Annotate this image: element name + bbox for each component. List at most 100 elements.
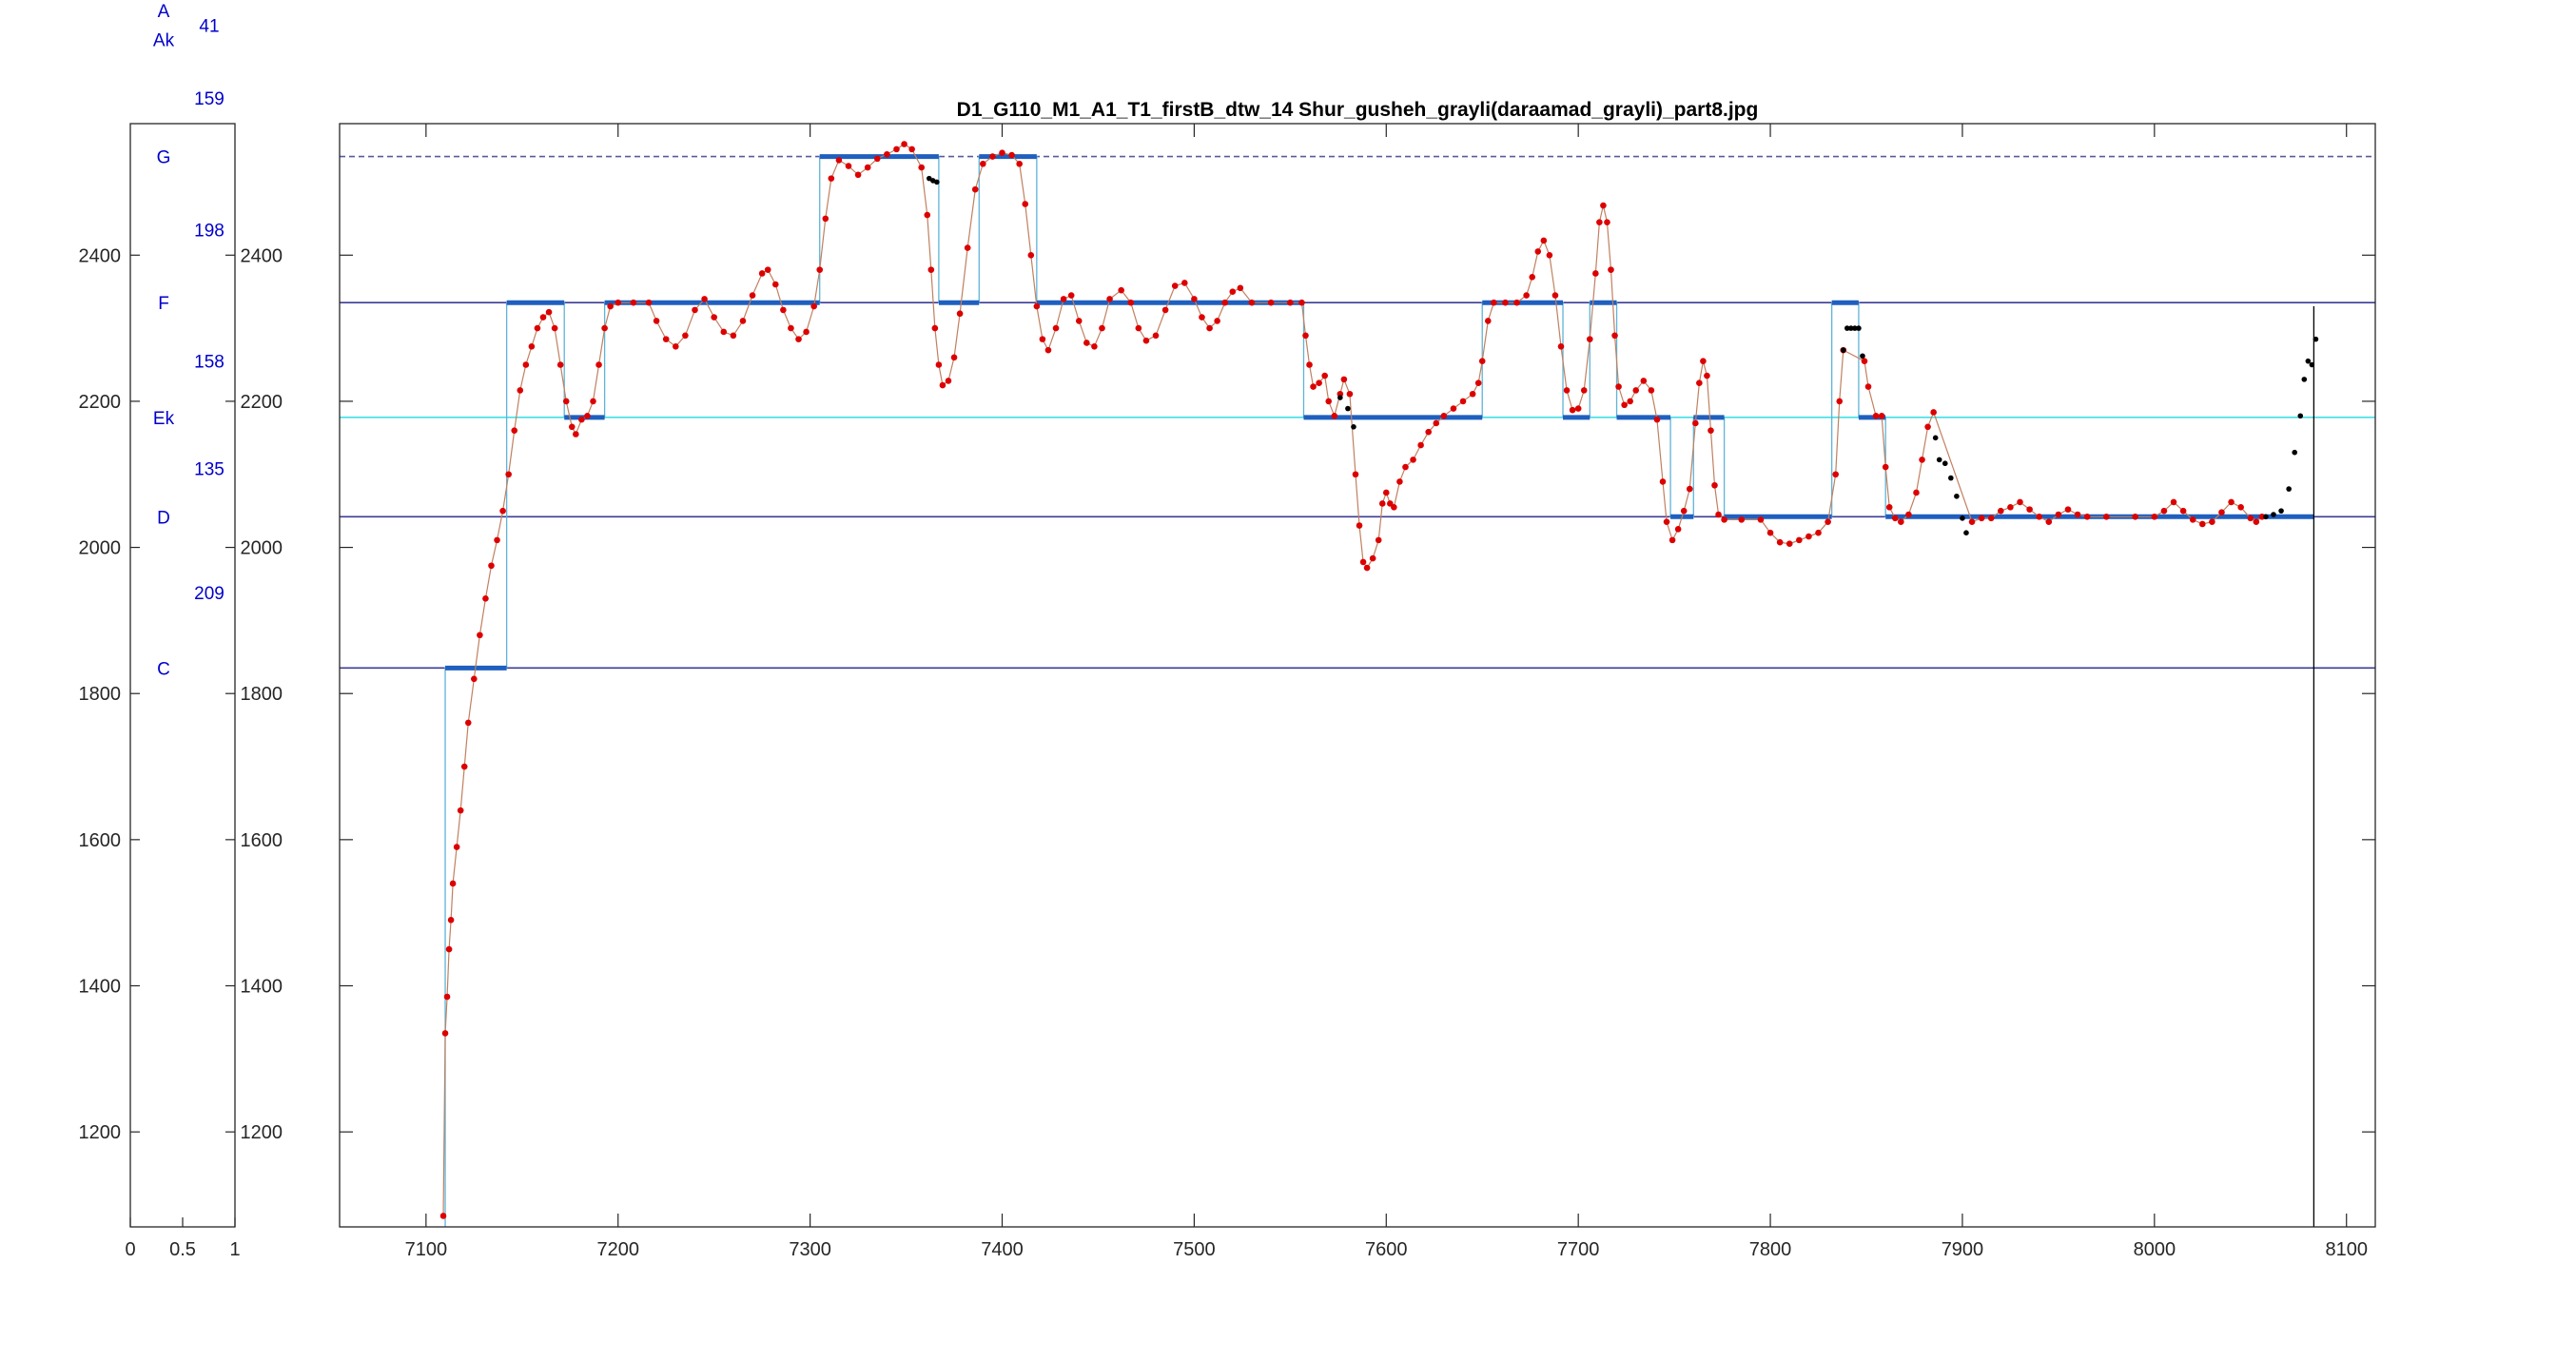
pitch-point xyxy=(2253,518,2260,525)
pitch-point xyxy=(1039,336,1046,342)
pitch-point xyxy=(551,324,558,332)
interval-label: 198 xyxy=(194,221,224,241)
pitch-point xyxy=(1060,296,1067,302)
main-x-tick-label: 8000 xyxy=(2134,1239,2176,1260)
unvoiced-curve xyxy=(926,175,2319,535)
main-y-tick-label: 2000 xyxy=(241,538,283,559)
pitch-point xyxy=(449,880,457,887)
pitch-point xyxy=(447,917,455,924)
pitch-point xyxy=(771,281,779,288)
pitch-point xyxy=(1325,398,1333,405)
pitch-point xyxy=(545,308,553,316)
main-panel: D1_G110_M1_A1_T1_firstB_dtw_14 Shur_gush… xyxy=(241,99,2376,1260)
pitch-point xyxy=(477,632,483,639)
unvoiced-point xyxy=(1844,325,1850,331)
pitch-point xyxy=(2055,511,2062,518)
pitch-point xyxy=(1686,485,1693,493)
pitch-point xyxy=(1181,280,1188,286)
pitch-point xyxy=(2017,498,2023,506)
pitch-point xyxy=(1152,332,1160,340)
pitch-point xyxy=(1033,302,1041,310)
pitch-point xyxy=(2007,504,2014,511)
pitch-point xyxy=(1346,390,1354,398)
pitch-point xyxy=(758,270,766,277)
pitch-point xyxy=(1340,376,1348,383)
pitch-point xyxy=(1267,299,1275,306)
pitch-point xyxy=(1425,428,1432,436)
pitch-point xyxy=(2151,513,2158,520)
pitch-point xyxy=(956,310,964,318)
pitch-point xyxy=(884,150,890,158)
pitch-point xyxy=(2132,513,2138,520)
pitch-point xyxy=(816,266,824,273)
pitch-point xyxy=(1715,511,1722,518)
main-y-tick-label: 1400 xyxy=(241,976,283,997)
pitch-point xyxy=(584,412,591,419)
unvoiced-point xyxy=(1345,405,1351,412)
pitch-point xyxy=(488,562,495,570)
note-label: G xyxy=(157,148,171,168)
pitch-point xyxy=(441,1030,449,1037)
pitch-point xyxy=(511,427,518,434)
pitch-point xyxy=(1075,318,1083,324)
pitch-point xyxy=(1083,340,1090,346)
pitch-point xyxy=(2083,513,2091,520)
pitch-point xyxy=(822,215,829,223)
pitch-point xyxy=(539,314,547,321)
pitch-point xyxy=(1022,201,1029,207)
pitch-point xyxy=(573,431,579,437)
pitch-point xyxy=(780,306,787,314)
unvoiced-point xyxy=(1856,325,1862,331)
pitch-point xyxy=(1680,507,1688,515)
left-y-tick-label: 1800 xyxy=(79,684,122,705)
pitch-point xyxy=(749,292,756,299)
pitch-point xyxy=(460,763,468,770)
pitch-point xyxy=(1171,282,1179,289)
pitch-point xyxy=(901,141,907,147)
pitch-point xyxy=(1529,274,1536,281)
unvoiced-point xyxy=(1936,457,1942,463)
pitch-point xyxy=(2258,513,2266,520)
pitch-point xyxy=(1836,398,1844,405)
pitch-point xyxy=(568,423,576,431)
pitch-point xyxy=(1027,251,1035,259)
unvoiced-point xyxy=(1840,347,1846,353)
main-x-ticks: 7100 7200 7300 7400 7500 7600 7700 7800 7900 8000… xyxy=(405,124,2368,1260)
pitch-point xyxy=(1310,383,1317,390)
pitch-point xyxy=(803,328,810,336)
unvoiced-point xyxy=(1954,493,1960,499)
pitch-point xyxy=(1484,318,1492,324)
pitch-point xyxy=(1469,390,1476,398)
pitch-point xyxy=(1563,387,1571,394)
pitch-point xyxy=(1786,540,1793,548)
pitch-point xyxy=(1440,412,1448,419)
pitch-point xyxy=(1382,489,1390,496)
pitch-point xyxy=(1135,324,1142,332)
pitch-point xyxy=(1864,383,1872,390)
main-y-tick-label: 1600 xyxy=(241,830,283,851)
pitch-point xyxy=(2247,515,2254,522)
pitch-point xyxy=(556,361,564,368)
pitch-point xyxy=(2103,513,2110,520)
pitch-point xyxy=(1766,529,1774,536)
pitch-point xyxy=(931,324,939,332)
pitch-point xyxy=(2179,507,2187,515)
pitch-point xyxy=(1474,379,1482,387)
pitch-point xyxy=(1653,416,1661,423)
pitch-point xyxy=(1891,515,1899,522)
note-label: D xyxy=(157,508,170,528)
main-x-tick-label: 7800 xyxy=(1749,1239,1792,1260)
pitch-point xyxy=(1832,471,1839,478)
pitch-point xyxy=(788,324,794,332)
pitch-point xyxy=(439,1213,447,1219)
pitch-point xyxy=(1118,286,1124,294)
pitch-point xyxy=(692,306,698,314)
pitch-point xyxy=(1391,504,1397,511)
pitch-point xyxy=(810,302,817,310)
pitch-point xyxy=(1627,398,1633,405)
pitch-point xyxy=(1882,463,1889,471)
pitch-point xyxy=(1199,314,1205,321)
pitch-point xyxy=(595,361,602,368)
pitch-point xyxy=(590,398,596,405)
